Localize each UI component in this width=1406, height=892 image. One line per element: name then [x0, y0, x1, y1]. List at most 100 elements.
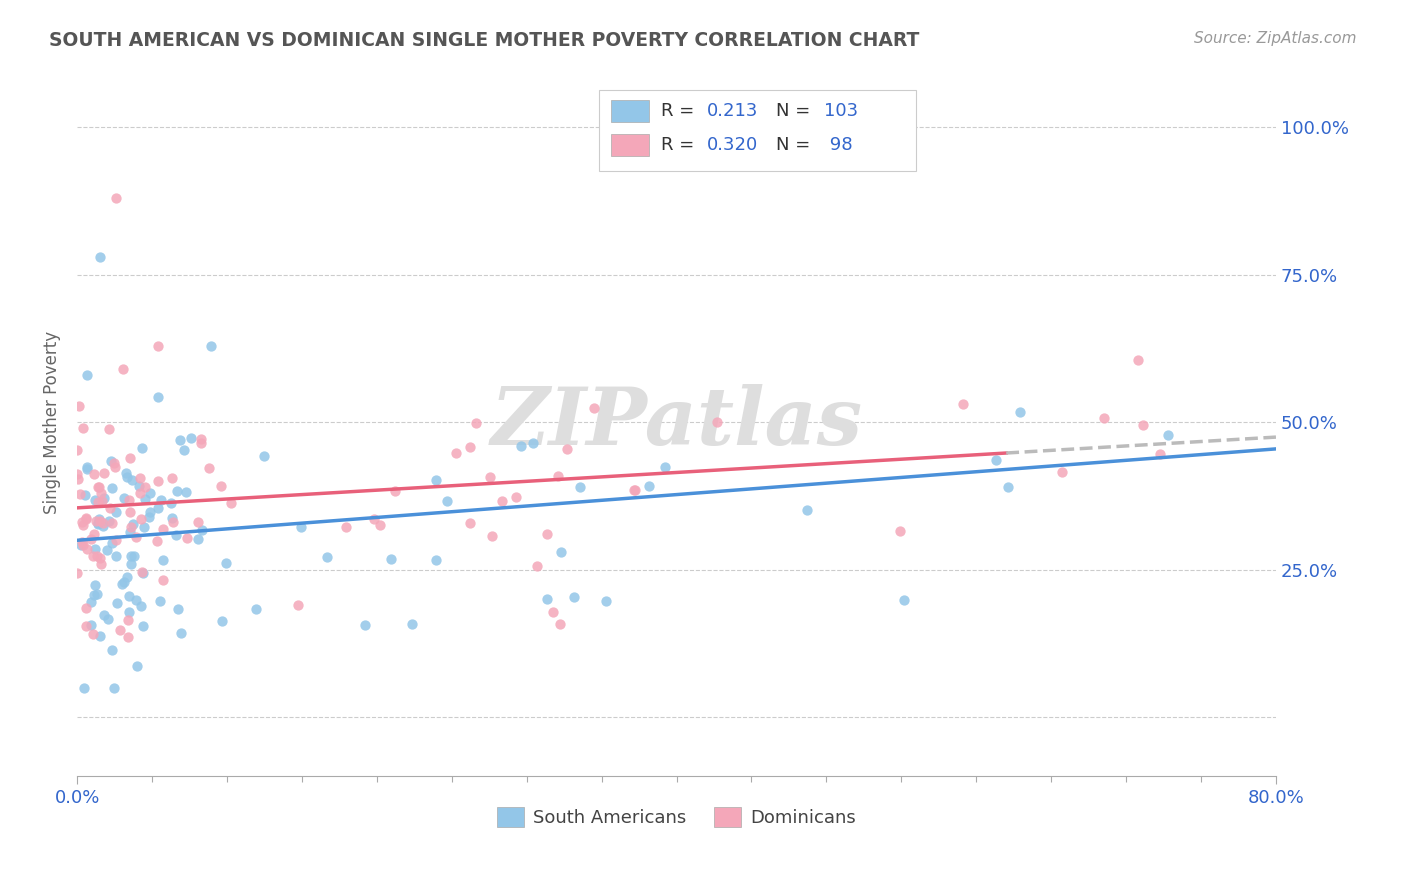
- Text: 0.320: 0.320: [706, 136, 758, 154]
- Point: [160, 495, 183, 509]
- Point: [547, 469, 569, 483]
- Point: [100, 453, 122, 467]
- Point: [105, 533, 128, 548]
- Y-axis label: Single Mother Poverty: Single Mother Poverty: [44, 331, 60, 514]
- Point: [104, 460, 127, 475]
- Point: [582, 401, 605, 415]
- Point: [67, 399, 90, 413]
- Point: [115, 570, 138, 584]
- Point: [190, 523, 212, 537]
- Point: [562, 590, 585, 604]
- Point: [67, 472, 90, 486]
- Point: [115, 470, 138, 484]
- Point: [129, 512, 152, 526]
- Point: [997, 480, 1019, 494]
- Point: [103, 456, 125, 470]
- Point: [66, 566, 89, 580]
- Point: [80, 595, 103, 609]
- Point: [80, 617, 103, 632]
- Point: [118, 590, 141, 604]
- Point: [120, 520, 142, 534]
- Point: [190, 436, 212, 450]
- Point: [952, 396, 974, 410]
- Point: [1092, 411, 1115, 425]
- Point: [464, 416, 486, 430]
- Point: [134, 480, 156, 494]
- Point: [287, 598, 309, 612]
- Point: [93, 607, 115, 622]
- Point: [893, 593, 915, 607]
- Point: [245, 602, 267, 616]
- Point: [70, 538, 93, 552]
- Point: [180, 431, 202, 445]
- Point: [425, 473, 447, 487]
- Point: [124, 593, 146, 607]
- Text: 0.213: 0.213: [706, 102, 758, 120]
- Point: [197, 461, 219, 475]
- Point: [120, 549, 142, 564]
- Text: N =: N =: [776, 136, 815, 154]
- Point: [75, 512, 97, 526]
- Point: [481, 529, 503, 543]
- Point: [125, 530, 148, 544]
- Point: [90, 493, 112, 508]
- Point: [72, 538, 94, 552]
- Point: [146, 339, 169, 353]
- Point: [148, 501, 170, 516]
- Point: [121, 557, 143, 571]
- Point: [120, 504, 142, 518]
- Point: [152, 552, 174, 566]
- Point: [98, 501, 121, 516]
- Point: [83, 578, 105, 592]
- Point: [131, 441, 153, 455]
- Point: [131, 565, 153, 579]
- Point: [129, 470, 152, 484]
- Point: [117, 613, 139, 627]
- Point: [146, 534, 169, 549]
- Point: [335, 520, 357, 534]
- Point: [290, 520, 312, 534]
- Point: [75, 619, 97, 633]
- Point: [162, 515, 184, 529]
- Point: [76, 459, 98, 474]
- Point: [117, 630, 139, 644]
- Point: [87, 512, 110, 526]
- Point: [152, 522, 174, 536]
- Point: [69, 486, 91, 500]
- Point: [112, 491, 135, 506]
- Point: [86, 587, 108, 601]
- Point: [176, 531, 198, 545]
- Point: [550, 545, 572, 559]
- Point: [76, 541, 98, 556]
- Point: [83, 467, 105, 482]
- FancyBboxPatch shape: [599, 90, 917, 171]
- Point: [128, 479, 150, 493]
- Point: [100, 481, 122, 495]
- Point: [623, 483, 645, 497]
- Point: [66, 467, 89, 481]
- Point: [86, 480, 108, 494]
- Text: SOUTH AMERICAN VS DOMINICAN SINGLE MOTHER POVERTY CORRELATION CHART: SOUTH AMERICAN VS DOMINICAN SINGLE MOTHE…: [49, 31, 920, 50]
- Point: [148, 474, 170, 488]
- Point: [706, 415, 728, 429]
- Text: 103: 103: [824, 102, 858, 120]
- Point: [401, 616, 423, 631]
- Point: [105, 549, 128, 563]
- Text: 98: 98: [824, 136, 852, 154]
- Point: [152, 573, 174, 587]
- Point: [186, 515, 208, 529]
- Point: [166, 483, 188, 498]
- Point: [108, 624, 131, 638]
- Bar: [610, 134, 650, 156]
- Point: [354, 618, 377, 632]
- Point: [76, 368, 98, 383]
- Point: [637, 479, 659, 493]
- Point: [104, 191, 127, 205]
- Point: [101, 516, 124, 531]
- Point: [173, 442, 195, 457]
- Point: [211, 614, 233, 628]
- Point: [111, 576, 134, 591]
- Point: [83, 588, 105, 602]
- Point: [165, 528, 187, 542]
- Point: [122, 549, 145, 563]
